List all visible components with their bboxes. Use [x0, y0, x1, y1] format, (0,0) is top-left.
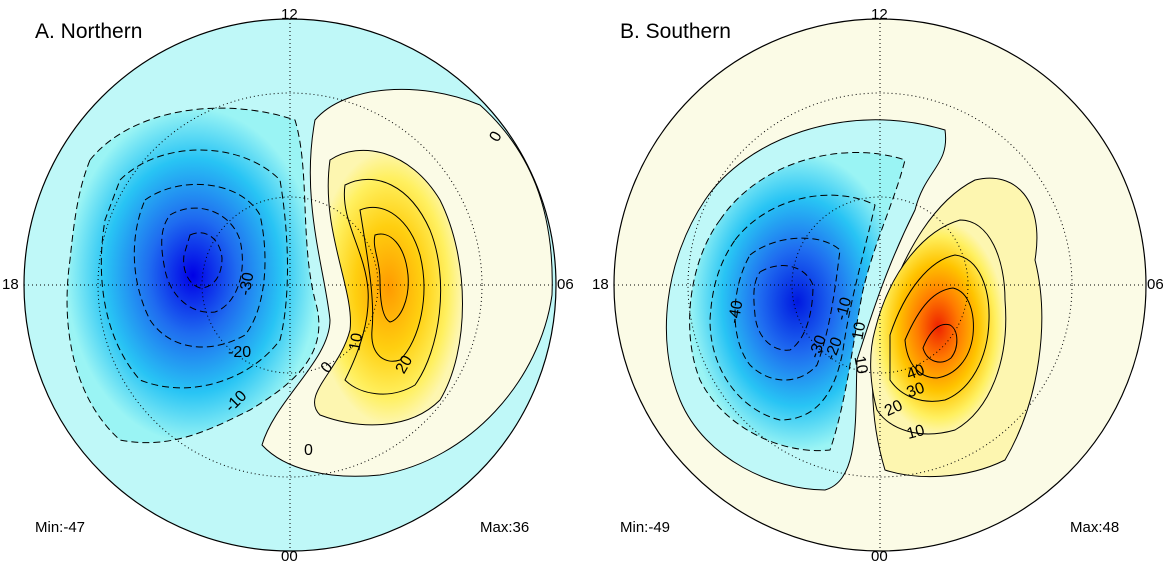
max-label: Max:48 — [1070, 519, 1120, 536]
negative-region — [66, 107, 320, 444]
min-label: Min:-49 — [620, 519, 671, 536]
contour-label: -20 — [228, 344, 252, 361]
chart-title: A. Northern — [35, 20, 143, 43]
panel-southern: B. Southern 12 18 06 00 Min:-49 Max:48 -… — [585, 0, 1170, 568]
clock-label-bottom: 00 — [281, 548, 298, 565]
positive-core — [314, 149, 463, 426]
contour-label: 10 — [346, 331, 367, 353]
clock-label-bottom: 00 — [871, 548, 888, 565]
max-label: Max:36 — [480, 519, 530, 536]
contour-label: 0 — [304, 442, 313, 459]
polar-boundary — [613, 18, 1147, 552]
polar-boundary — [23, 18, 557, 552]
clock-label-top: 12 — [871, 6, 888, 23]
polar-plot-southern — [613, 18, 1147, 552]
clock-label-left: 18 — [2, 276, 19, 293]
panel-northern: A. Northern 12 18 06 00 Min:-47 Max:36 0… — [2, 6, 574, 565]
clock-label-right: 06 — [1147, 276, 1164, 293]
contour-label: 10 — [849, 320, 870, 342]
clock-label-top: 12 — [281, 6, 298, 23]
contour-label: 10 — [850, 354, 871, 376]
clock-label-right: 06 — [557, 276, 574, 293]
clock-label-left: 18 — [592, 276, 609, 293]
min-label: Min:-47 — [35, 519, 86, 536]
polar-plot-northern — [23, 18, 557, 552]
chart-title: B. Southern — [620, 20, 731, 43]
